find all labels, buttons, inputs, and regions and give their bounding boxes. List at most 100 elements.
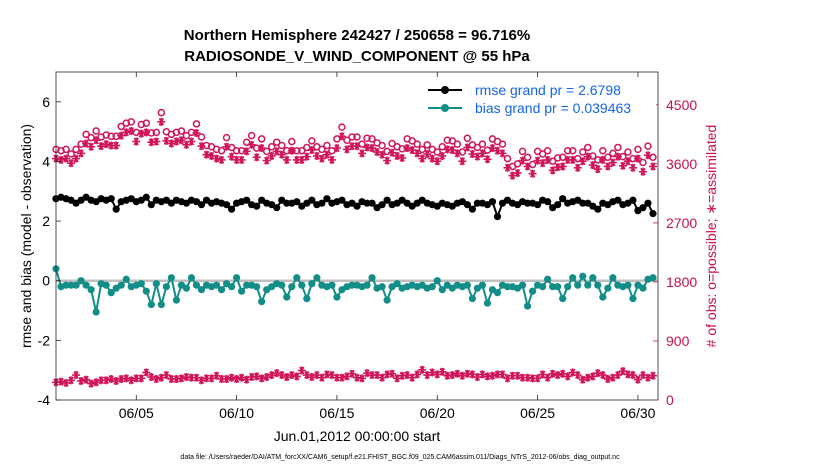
series-assimilated-point [57,155,66,164]
series-rmse-point [273,204,281,212]
series-low_count-point [67,376,76,385]
series-assimilated-point [307,146,316,155]
series-bias-point [629,295,637,303]
series-assimilated-point [638,167,647,176]
series-bias-point [92,308,100,316]
series-possible-point [338,123,346,131]
series-bias-point [569,274,577,282]
series-assimilated-point [132,137,141,146]
series-rmse-point [283,199,291,207]
series-low_count-point [443,371,452,380]
series-assimilated-point [503,163,512,172]
series-rmse-point [253,202,261,210]
series-possible-point [503,154,512,163]
series-assimilated-point [418,154,427,163]
series-assimilated-point [152,137,161,146]
series-bias-point [227,283,236,291]
series-bias-point [594,281,602,289]
series-low_count-point [418,365,427,374]
series-bias-point [288,283,296,291]
series-possible-point [353,133,361,141]
series-possible-point [318,145,326,154]
series-possible-point [538,150,547,158]
series-assimilated-point [322,150,331,159]
series-low_count-point [448,371,457,380]
series-possible-point [298,146,306,155]
series-assimilated-point [613,152,622,161]
series-assimilated-point [458,157,467,166]
series-rmse-point [353,202,361,210]
series-possible-point [433,148,442,156]
series-bias-point [308,280,316,288]
series-possible-point [453,140,462,148]
series-bias-point [303,295,311,303]
series-bias-point [549,283,557,291]
series-low_count-point [162,371,171,380]
series-possible-point [368,135,376,143]
series-rmse-point [544,198,552,206]
y-right-tick-label: 3600 [666,156,697,172]
series-assimilated-point [277,150,286,159]
series-low_count-point [488,371,497,380]
series-low_count-point [347,369,356,378]
series-rmse-point [243,196,251,204]
series-low_count-point [217,375,226,384]
series-possible-point [308,137,316,145]
series-bias-point [182,284,191,292]
series-possible-point [272,138,281,146]
series-low_count-point [358,374,367,383]
series-low_count-point [82,375,91,384]
series-assimilated-point [82,139,91,148]
series-low_count-point [648,371,657,380]
series-possible-point [157,108,166,117]
series-possible-point [177,127,186,135]
series-bias-point [137,280,145,288]
series-possible-point [288,137,296,146]
series-bias-point [82,281,90,289]
series-rmse-point [534,201,542,209]
series-assimilated-point [388,148,397,157]
y-right-tick-label: 1800 [666,274,697,290]
series-low_count-point [72,371,81,380]
series-possible-point [222,133,231,142]
series-assimilated-point [498,149,507,158]
series-possible-point [408,137,416,145]
series-assimilated-point [337,132,346,141]
series-rmse-point [293,198,301,206]
series-rmse-point [363,199,371,207]
series-low_count-point [398,371,407,380]
series-low_count-point [438,367,447,376]
plot-frame [55,71,659,401]
series-bias-point [258,298,266,306]
y-right-tick-label: 4500 [666,97,697,113]
series-low_count-point [152,375,161,384]
legend-bias-label: bias grand pr = 0.039463 [475,100,631,116]
series-assimilated-point [433,157,442,166]
series-low_count-point [453,369,462,378]
series-low_count-point [212,371,221,380]
series-rmse-point [594,205,602,213]
series-low_count-point [563,372,572,381]
series-possible-point [639,158,647,167]
series-assimilated-point [187,137,196,146]
series-possible-point [257,135,266,143]
series-assimilated-point [302,152,311,161]
series-low_count-point [177,374,186,383]
series-assimilated-point [588,161,597,170]
series-bias-point [328,281,336,289]
series-bias-point [528,287,537,295]
series-possible-point [423,141,431,149]
series-low_count-point [292,372,301,381]
series-bias-point [243,281,251,289]
series-rmse-point [473,199,481,207]
series-bias-point [649,274,657,282]
series-possible-point [82,130,90,139]
series-rmse-point [338,196,346,204]
series-rmse-point [368,199,376,207]
series-assimilated-point [528,169,537,178]
series-possible-point [463,134,472,143]
series-assimilated-point [202,150,211,159]
series-bias-point [157,300,165,309]
series-low_count-point [57,377,66,386]
